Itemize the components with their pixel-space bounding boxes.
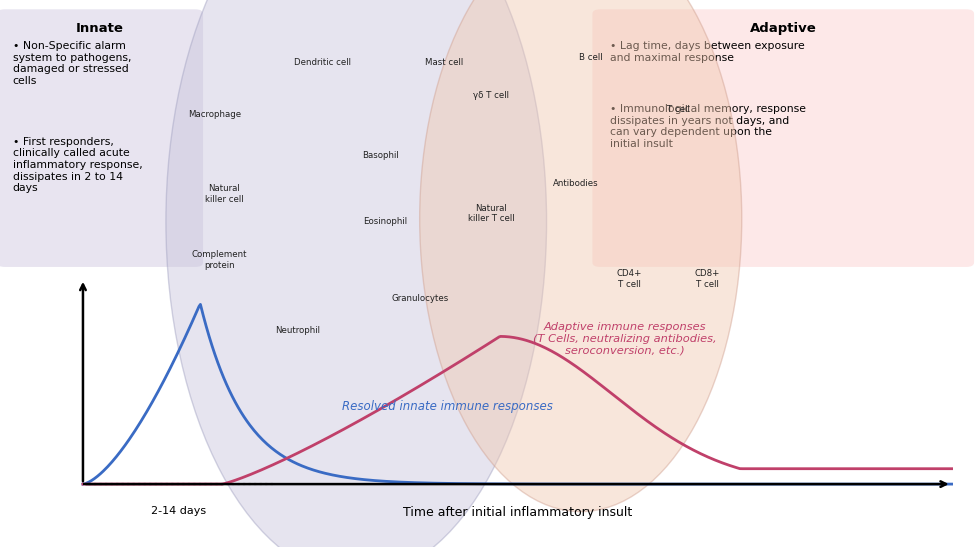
Text: Antibodies: Antibodies — [553, 179, 598, 188]
Text: Complement
protein: Complement protein — [192, 250, 247, 270]
Text: Time after initial inflammatory insult: Time after initial inflammatory insult — [403, 506, 631, 519]
Text: B cell: B cell — [579, 53, 602, 62]
FancyBboxPatch shape — [0, 9, 203, 267]
Text: T cell: T cell — [667, 105, 690, 114]
Text: CD4+
T cell: CD4+ T cell — [617, 269, 642, 289]
Ellipse shape — [420, 0, 742, 511]
Text: • Lag time, days between exposure
and maximal response: • Lag time, days between exposure and ma… — [610, 41, 805, 62]
Text: Dendritic cell: Dendritic cell — [294, 59, 350, 67]
Text: • Non-Specific alarm
system to pathogens,
damaged or stressed
cells: • Non-Specific alarm system to pathogens… — [13, 41, 131, 86]
Text: Granulocytes: Granulocytes — [391, 294, 448, 302]
Text: Basophil: Basophil — [362, 152, 399, 160]
Text: • Immunological memory, response
dissipates in years not days, and
can vary depe: • Immunological memory, response dissipa… — [610, 104, 806, 149]
Text: Natural
killer cell: Natural killer cell — [205, 184, 244, 204]
Text: Adaptive immune responses
(T Cells, neutralizing antibodies,
seroconversion, etc: Adaptive immune responses (T Cells, neut… — [533, 322, 716, 356]
Text: Natural
killer T cell: Natural killer T cell — [468, 203, 514, 223]
Text: Innate: Innate — [76, 22, 124, 35]
Text: Neutrophil: Neutrophil — [275, 327, 320, 335]
Text: CD8+
T cell: CD8+ T cell — [695, 269, 720, 289]
Text: Eosinophil: Eosinophil — [363, 217, 408, 226]
Ellipse shape — [166, 0, 547, 547]
Text: Adaptive: Adaptive — [750, 22, 817, 35]
FancyBboxPatch shape — [592, 9, 974, 267]
Text: 2-14 days: 2-14 days — [151, 506, 206, 516]
Text: Mast cell: Mast cell — [425, 59, 464, 67]
Text: Resolved innate immune responses: Resolved innate immune responses — [342, 400, 552, 413]
Text: γδ T cell: γδ T cell — [473, 91, 508, 100]
Text: Macrophage: Macrophage — [188, 110, 241, 119]
Text: • First responders,
clinically called acute
inflammatory response,
dissipates in: • First responders, clinically called ac… — [13, 137, 142, 193]
